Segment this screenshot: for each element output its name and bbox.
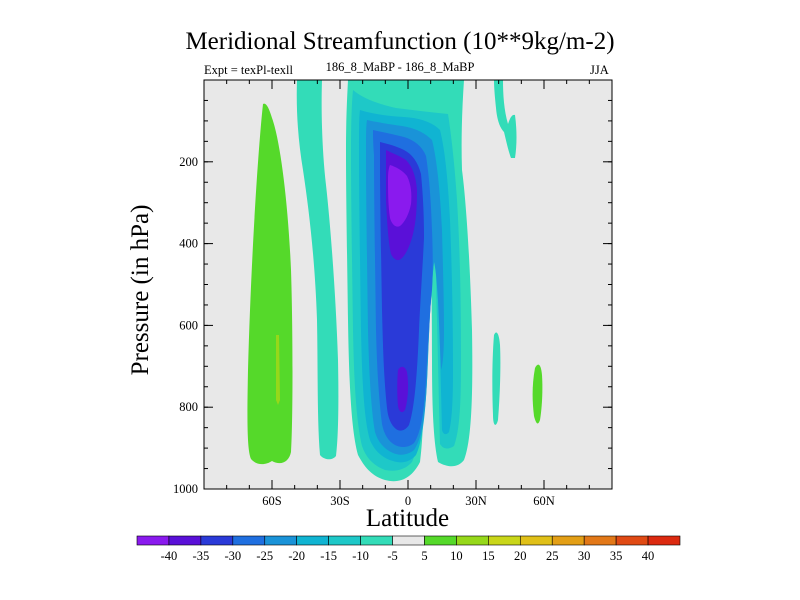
colorbar-swatch [392,535,425,546]
sh-weak-negative-branch [296,80,339,460]
contour-fields [247,80,543,482]
nh-weak-negative-blob [492,332,501,425]
colorbar-label: -40 [161,549,178,563]
colorbar-label: 5 [421,549,427,563]
colorbar-label: 25 [546,549,559,563]
colorbar-label: 20 [514,549,527,563]
colorbar-label: -20 [288,549,305,563]
sh-positive-core [276,335,280,405]
colorbar-swatch [456,535,489,546]
sh-positive-cell [247,103,293,465]
colorbar-label: -10 [352,549,369,563]
experiment-label: Expt = texPl-texll [204,63,293,77]
colorbar-swatch [488,535,521,546]
colorbar-label: -35 [193,549,210,563]
colorbar-swatch [424,535,457,546]
x-tick-label: 30S [330,494,350,508]
colorbar-swatch [168,535,202,546]
season-label: JJA [590,63,609,77]
y-tick-label: 400 [179,237,198,251]
colorbar-swatch [551,535,585,546]
nh-weak-negative-branch [494,80,517,158]
colorbar-label: 30 [578,549,591,563]
colorbar-swatch [232,535,266,546]
y-tick-label: 600 [179,318,198,332]
colorbar-label: -30 [224,549,241,563]
chart-subtitle: 186_8_MaBP - 186_8_MaBP [325,60,475,74]
x-ticks: 60S 30S 0 30N 60N [203,80,613,508]
colorbar-label: 35 [610,549,623,563]
x-tick-label: 30N [465,494,487,508]
colorbar-label: -15 [320,549,337,563]
x-tick-label: 0 [405,494,411,508]
colorbar-swatch [136,535,170,546]
hadley-core-upper [388,165,412,227]
chart-title: Meridional Streamfunction (10**9kg/m-2) [185,28,615,55]
colorbar-swatch [519,535,553,546]
x-axis-label: Latitude [365,505,450,532]
x-tick-label: 60S [262,494,282,508]
colorbar-swatch [296,535,329,546]
x-tick-label: 60N [533,494,555,508]
y-tick-label: 200 [179,155,198,169]
y-tick-label: 1000 [173,482,198,496]
colorbar-label: -25 [256,549,273,563]
y-ticks: 200 400 600 800 1000 [173,99,612,496]
colorbar-label: 10 [450,549,463,563]
hadley-level-minus35-lower [397,366,409,413]
colorbar-label: -5 [387,549,397,563]
colorbar-swatch [583,535,617,546]
colorbar-swatch [360,535,393,546]
colorbar-swatch [200,535,234,546]
colorbar-label: 40 [642,549,655,563]
colorbar: -40 -35 -30 -25 -20 -15 -10 -5 5 10 15 20 25 30 35 40 [136,535,681,563]
colorbar-swatch [328,535,361,546]
colorbar-label: 15 [482,549,495,563]
y-tick-label: 800 [179,400,198,414]
colorbar-swatch [264,535,298,546]
colorbar-swatch [615,535,649,546]
nh-positive-blob [532,364,543,424]
colorbar-swatch [647,535,681,546]
